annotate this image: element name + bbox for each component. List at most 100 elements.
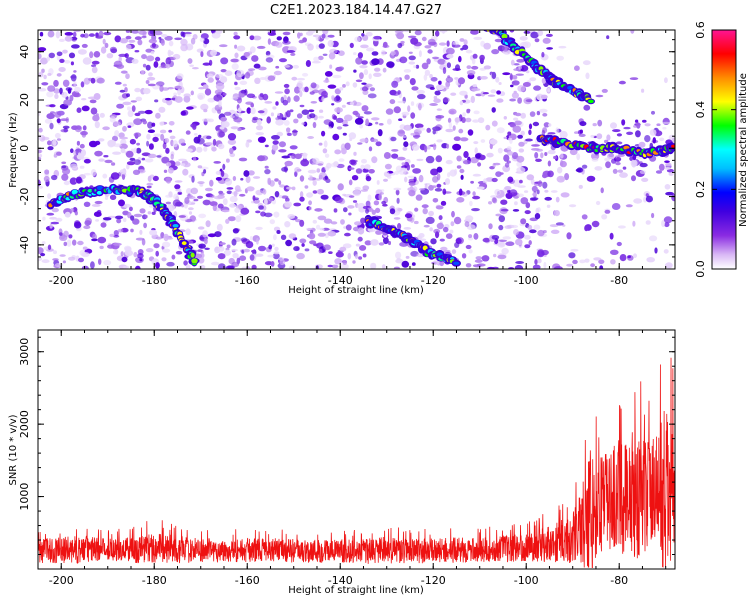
noise-blob <box>61 165 67 169</box>
noise-blob <box>197 226 205 230</box>
noise-blob <box>188 211 193 215</box>
noise-blob <box>51 207 59 213</box>
noise-blob <box>253 63 261 69</box>
noise-blob <box>66 239 72 247</box>
noise-blob <box>414 123 424 129</box>
noise-blob <box>555 127 559 134</box>
noise-blob <box>438 80 442 85</box>
noise-blob <box>473 141 479 145</box>
noise-blob <box>534 38 540 43</box>
noise-blob <box>524 234 531 240</box>
noise-blob <box>342 243 352 249</box>
noise-blob <box>671 137 675 141</box>
noise-blob <box>431 185 437 188</box>
noise-blob <box>465 117 472 123</box>
noise-blob <box>432 56 439 60</box>
noise-blob <box>409 78 416 86</box>
noise-blob <box>126 161 136 166</box>
noise-blob <box>397 208 403 212</box>
noise-blob <box>537 207 541 213</box>
noise-blob <box>103 31 112 36</box>
noise-blob <box>237 127 242 132</box>
noise-blob <box>133 147 137 154</box>
noise-blob <box>109 46 117 53</box>
noise-blob <box>79 165 85 169</box>
noise-blob <box>387 176 392 179</box>
noise-blob <box>503 136 507 140</box>
feature-core <box>484 25 488 29</box>
noise-blob <box>517 185 526 188</box>
noise-blob <box>91 203 101 207</box>
noise-blob <box>481 255 490 262</box>
noise-blob <box>253 176 261 179</box>
noise-blob <box>627 255 631 259</box>
noise-blob <box>246 93 256 99</box>
noise-blob <box>452 143 462 151</box>
noise-blob <box>241 249 245 254</box>
noise-blob <box>544 189 549 193</box>
noise-blob <box>122 101 132 106</box>
noise-blob <box>322 30 329 35</box>
noise-blob <box>582 60 591 66</box>
noise-blob <box>323 119 332 125</box>
noise-blob <box>83 172 91 176</box>
noise-blob <box>453 136 461 141</box>
noise-blob <box>394 170 400 175</box>
noise-blob <box>378 242 385 246</box>
noise-blob <box>564 173 570 181</box>
noise-blob <box>38 127 43 133</box>
noise-blob <box>460 47 464 51</box>
noise-blob <box>199 37 205 42</box>
noise-blob <box>270 112 274 117</box>
noise-blob <box>463 39 468 46</box>
noise-blob <box>333 161 339 167</box>
noise-blob <box>125 35 132 40</box>
noise-blob <box>309 240 317 245</box>
noise-blob <box>117 228 124 233</box>
noise-blob <box>382 203 388 207</box>
noise-blob <box>38 156 42 161</box>
noise-blob <box>433 41 438 48</box>
noise-blob <box>118 132 125 138</box>
noise-blob <box>109 194 117 200</box>
noise-blob <box>126 163 130 170</box>
noise-blob <box>465 244 472 250</box>
noise-blob <box>433 95 438 100</box>
noise-blob <box>102 38 106 45</box>
noise-blob <box>312 190 318 194</box>
noise-blob <box>231 248 239 252</box>
noise-blob <box>400 40 405 44</box>
noise-blob <box>307 43 314 51</box>
noise-blob <box>337 183 344 191</box>
noise-blob <box>113 234 120 238</box>
noise-blob <box>190 90 194 96</box>
noise-blob <box>255 210 261 214</box>
noise-blob <box>359 72 364 80</box>
noise-blob <box>345 81 350 87</box>
noise-blob <box>274 246 279 251</box>
noise-blob <box>125 30 131 33</box>
noise-blob <box>133 132 142 138</box>
snr-x-axis-label: Height of straight line (km) <box>288 585 424 596</box>
noise-blob <box>556 55 564 61</box>
noise-blob <box>225 218 230 224</box>
noise-blob <box>163 169 168 173</box>
noise-blob <box>342 124 349 127</box>
noise-blob <box>245 175 251 184</box>
noise-blob <box>408 51 413 54</box>
noise-blob <box>433 98 441 103</box>
noise-blob <box>267 177 272 186</box>
noise-blob <box>385 108 394 115</box>
noise-blob <box>273 251 280 255</box>
noise-blob <box>51 174 58 181</box>
noise-blob <box>293 202 302 207</box>
noise-blob <box>418 50 422 58</box>
noise-blob <box>69 94 74 102</box>
noise-blob <box>379 192 384 195</box>
noise-blob <box>235 215 242 223</box>
noise-blob <box>290 52 296 56</box>
noise-blob <box>301 109 310 115</box>
noise-blob <box>87 96 97 100</box>
noise-blob <box>644 123 651 127</box>
colorbar-tick-label: 0.0 <box>694 260 707 278</box>
